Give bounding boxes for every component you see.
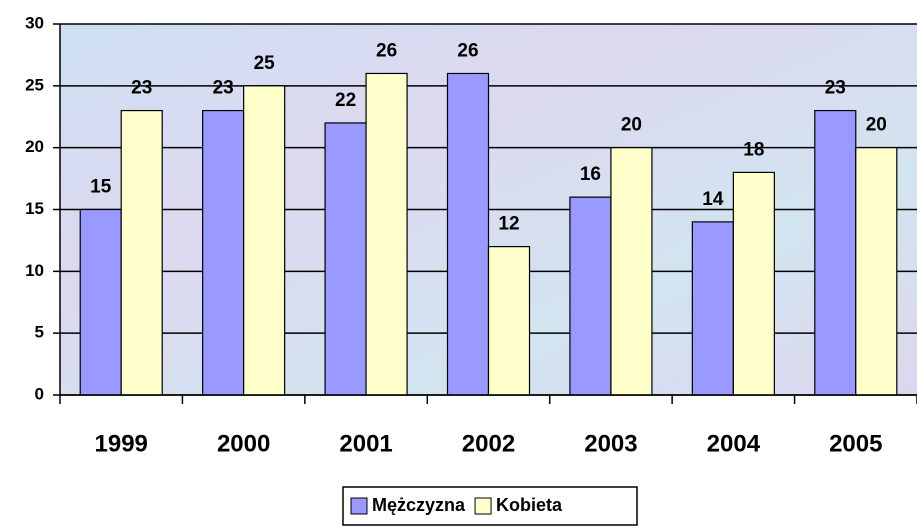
legend-swatch [350,497,368,515]
bar [365,72,408,396]
data-label: 15 [90,177,112,198]
data-label: 25 [254,53,276,74]
y-tick-label: 25 [25,75,44,94]
bar [691,221,734,396]
y-tick-label: 0 [35,384,44,403]
bar [243,85,286,396]
data-label: 23 [213,78,234,99]
y-tick-label: 10 [25,261,44,280]
data-label: 20 [866,115,887,136]
data-label: 26 [376,40,397,61]
data-label: 20 [621,115,642,136]
y-tick-label: 20 [25,137,44,156]
y-tick-label: 15 [25,199,44,218]
bar [732,171,775,396]
bar [120,109,163,396]
x-tick-label: 2000 [217,430,270,457]
x-tick-label: 2002 [462,430,515,457]
bar [446,72,490,396]
data-label: 18 [743,139,764,160]
bar [79,208,122,396]
y-tick-label: 5 [35,323,44,342]
bar [324,122,367,396]
legend-label: Kobieta [496,495,563,515]
x-tick-label: 2005 [829,430,882,457]
bar [569,196,612,396]
data-label: 16 [580,164,601,185]
data-label: 26 [457,40,478,61]
legend-label: Mężczyzna [372,495,466,515]
legend-swatch [474,497,492,515]
data-label: 23 [131,78,152,99]
y-tick-label: 30 [25,13,44,32]
bar [855,147,898,396]
data-label: 22 [335,90,356,111]
x-tick-label: 2004 [707,430,761,457]
x-tick-label: 2003 [584,430,637,457]
bar [202,109,245,396]
bar [487,246,531,396]
data-label: 23 [825,78,846,99]
x-tick-label: 1999 [95,430,148,457]
bar [814,109,857,396]
data-label: 14 [702,189,724,210]
bar [610,147,653,396]
x-tick-label: 2001 [339,430,392,457]
data-label: 12 [498,214,519,235]
